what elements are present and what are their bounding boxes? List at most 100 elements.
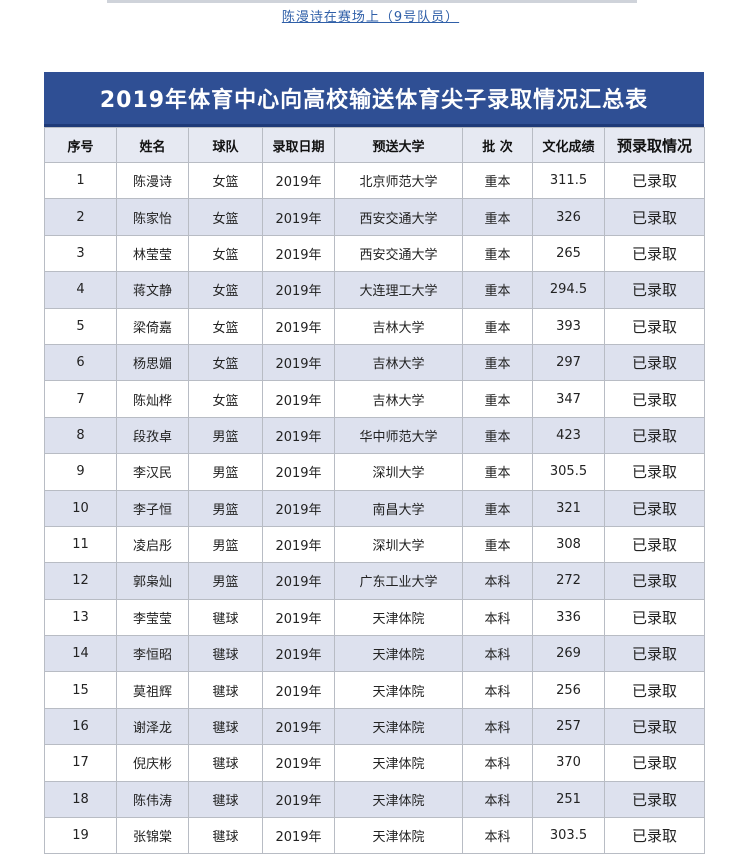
cell-admit-date: 2019年 bbox=[262, 780, 335, 819]
header-name: 姓名 bbox=[116, 127, 189, 163]
cell-batch: 本科 bbox=[462, 817, 533, 855]
header-status: 预录取情况 bbox=[604, 127, 705, 163]
cell-score: 336 bbox=[532, 598, 605, 637]
table-row: 6 杨思媚 女篮 2019年 吉林大学 重本 297 已录取 bbox=[44, 343, 705, 382]
cell-team: 男篮 bbox=[188, 453, 263, 491]
cell-score: 265 bbox=[532, 234, 605, 273]
table-row: 3 林莹莹 女篮 2019年 西安交通大学 重本 265 已录取 bbox=[44, 234, 705, 273]
cell-name: 陈漫诗 bbox=[116, 161, 189, 200]
cell-admit-date: 2019年 bbox=[262, 416, 335, 455]
cell-name: 杨思媚 bbox=[116, 343, 189, 382]
cell-batch: 本科 bbox=[462, 671, 533, 709]
cell-team: 女篮 bbox=[188, 271, 263, 309]
table-row: 7 陈灿桦 女篮 2019年 吉林大学 重本 347 已录取 bbox=[44, 380, 705, 418]
cell-batch: 重本 bbox=[462, 343, 533, 382]
cell-admit-date: 2019年 bbox=[262, 234, 335, 273]
cell-status: 已录取 bbox=[604, 744, 705, 782]
cell-university: 天津体院 bbox=[334, 598, 463, 637]
cell-admit-date: 2019年 bbox=[262, 271, 335, 309]
table-row: 15 莫祖辉 毽球 2019年 天津体院 本科 256 已录取 bbox=[44, 671, 705, 709]
cell-batch: 本科 bbox=[462, 780, 533, 819]
cell-university: 广东工业大学 bbox=[334, 562, 463, 600]
cell-university: 天津体院 bbox=[334, 744, 463, 782]
cell-batch: 重本 bbox=[462, 234, 533, 273]
cell-university: 深圳大学 bbox=[334, 453, 463, 491]
cell-admit-date: 2019年 bbox=[262, 817, 335, 855]
cell-batch: 重本 bbox=[462, 271, 533, 309]
cell-index: 16 bbox=[44, 707, 117, 746]
cell-team: 毽球 bbox=[188, 780, 263, 819]
cell-score: 321 bbox=[532, 489, 605, 527]
cell-index: 19 bbox=[44, 817, 117, 855]
cell-name: 蒋文静 bbox=[116, 271, 189, 309]
cell-university: 吉林大学 bbox=[334, 307, 463, 345]
cell-admit-date: 2019年 bbox=[262, 380, 335, 418]
table-row: 18 陈伟涛 毽球 2019年 天津体院 本科 251 已录取 bbox=[44, 780, 705, 819]
cell-index: 17 bbox=[44, 744, 117, 782]
cell-index: 6 bbox=[44, 343, 117, 382]
cell-name: 梁倚嘉 bbox=[116, 307, 189, 345]
cell-index: 10 bbox=[44, 489, 117, 527]
photo-bottom-edge bbox=[107, 0, 637, 3]
cell-batch: 本科 bbox=[462, 562, 533, 600]
cell-team: 男篮 bbox=[188, 489, 263, 527]
photo-caption: 陈漫诗在赛场上（9号队员） bbox=[0, 6, 741, 25]
photo-caption-text: 陈漫诗在赛场上（9号队员） bbox=[281, 10, 460, 25]
cell-university: 北京师范大学 bbox=[334, 161, 463, 200]
cell-batch: 重本 bbox=[462, 525, 533, 564]
cell-score: 251 bbox=[532, 780, 605, 819]
cell-admit-date: 2019年 bbox=[262, 343, 335, 382]
cell-admit-date: 2019年 bbox=[262, 489, 335, 527]
cell-batch: 重本 bbox=[462, 416, 533, 455]
cell-university: 吉林大学 bbox=[334, 380, 463, 418]
cell-university: 天津体院 bbox=[334, 671, 463, 709]
cell-index: 8 bbox=[44, 416, 117, 455]
cell-team: 毽球 bbox=[188, 635, 263, 673]
cell-status: 已录取 bbox=[604, 234, 705, 273]
cell-name: 陈家怡 bbox=[116, 198, 189, 236]
cell-index: 9 bbox=[44, 453, 117, 491]
cell-score: 305.5 bbox=[532, 453, 605, 491]
cell-score: 257 bbox=[532, 707, 605, 746]
cell-batch: 本科 bbox=[462, 598, 533, 637]
table-row: 2 陈家怡 女篮 2019年 西安交通大学 重本 326 已录取 bbox=[44, 198, 705, 236]
cell-status: 已录取 bbox=[604, 635, 705, 673]
cell-score: 308 bbox=[532, 525, 605, 564]
cell-university: 天津体院 bbox=[334, 635, 463, 673]
cell-score: 272 bbox=[532, 562, 605, 600]
cell-name: 陈灿桦 bbox=[116, 380, 189, 418]
cell-university: 天津体院 bbox=[334, 817, 463, 855]
cell-batch: 本科 bbox=[462, 635, 533, 673]
cell-index: 3 bbox=[44, 234, 117, 273]
table-body: 1 陈漫诗 女篮 2019年 北京师范大学 重本 311.5 已录取 2 陈家怡 女篮 2019年 西安… bbox=[44, 161, 705, 855]
cell-batch: 重本 bbox=[462, 380, 533, 418]
cell-team: 男篮 bbox=[188, 416, 263, 455]
cell-team: 女篮 bbox=[188, 380, 263, 418]
cell-batch: 重本 bbox=[462, 198, 533, 236]
table-row: 17 倪庆彬 毽球 2019年 天津体院 本科 370 已录取 bbox=[44, 744, 705, 782]
cell-status: 已录取 bbox=[604, 817, 705, 855]
cell-index: 1 bbox=[44, 161, 117, 200]
cell-index: 15 bbox=[44, 671, 117, 709]
cell-batch: 重本 bbox=[462, 489, 533, 527]
cell-status: 已录取 bbox=[604, 562, 705, 600]
table-row: 10 李子恒 男篮 2019年 南昌大学 重本 321 已录取 bbox=[44, 489, 705, 527]
cell-name: 郭枭灿 bbox=[116, 562, 189, 600]
cell-score: 294.5 bbox=[532, 271, 605, 309]
cell-index: 13 bbox=[44, 598, 117, 637]
cell-batch: 重本 bbox=[462, 453, 533, 491]
cell-university: 西安交通大学 bbox=[334, 198, 463, 236]
table-row: 16 谢泽龙 毽球 2019年 天津体院 本科 257 已录取 bbox=[44, 707, 705, 746]
cell-status: 已录取 bbox=[604, 707, 705, 746]
cell-team: 女篮 bbox=[188, 307, 263, 345]
cell-name: 李子恒 bbox=[116, 489, 189, 527]
cell-university: 南昌大学 bbox=[334, 489, 463, 527]
cell-index: 7 bbox=[44, 380, 117, 418]
table-row: 12 郭枭灿 男篮 2019年 广东工业大学 本科 272 已录取 bbox=[44, 562, 705, 600]
cell-status: 已录取 bbox=[604, 416, 705, 455]
header-team: 球队 bbox=[188, 127, 263, 163]
cell-score: 297 bbox=[532, 343, 605, 382]
cell-score: 393 bbox=[532, 307, 605, 345]
cell-status: 已录取 bbox=[604, 598, 705, 637]
cell-admit-date: 2019年 bbox=[262, 307, 335, 345]
